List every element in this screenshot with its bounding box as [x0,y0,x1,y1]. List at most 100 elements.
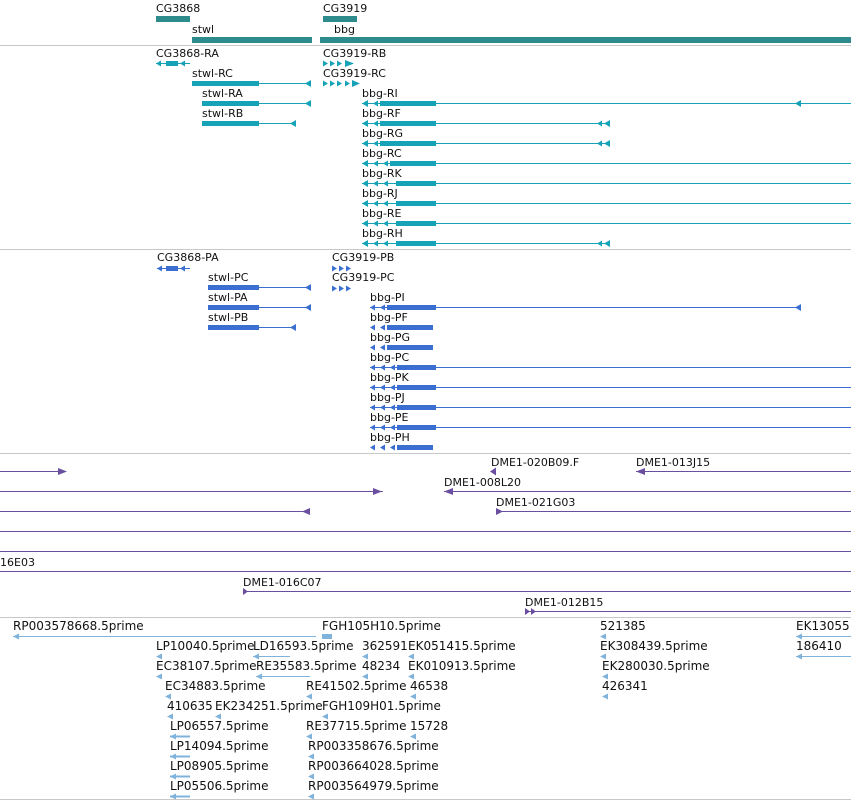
est-feature[interactable]: EK051415.5prime [408,639,516,660]
clone-feature[interactable]: DME1-008L20 [444,476,851,495]
est-feature[interactable]: 410635 [167,699,213,720]
feature-label: LP08905.5prime [170,759,269,773]
est-feature[interactable]: 186410 [796,639,851,660]
est-feature[interactable]: EK280030.5prime [602,659,710,680]
transcript-feature[interactable]: stwl-RA [202,87,311,107]
gene-feature[interactable]: CG3919 [323,2,367,22]
protein-feature[interactable]: bbg-PC [370,351,851,371]
feature-label: CG3919-RC [323,67,386,80]
feature-label: bbg-PC [370,351,410,364]
clone-feature[interactable] [0,508,310,515]
transcript-feature[interactable]: stwl-RB [202,107,296,127]
transcript-feature[interactable]: bbg-RI [362,87,851,107]
feature-label: bbg-RF [362,107,401,120]
est-feature[interactable]: FGH105H10.5prime [322,619,441,639]
est-feature[interactable]: RE37715.5prime [306,719,407,740]
est-feature[interactable]: 46538 [410,679,448,700]
feature-label: FGH109H01.5prime [322,699,441,713]
est-feature[interactable]: RP003578668.5prime [13,619,316,640]
gene-feature[interactable]: bbg [320,23,851,43]
feature-label: EK280030.5prime [602,659,710,673]
feature-label: RP003664028.5prime [308,759,439,773]
protein-feature[interactable]: bbg-PH [370,431,433,451]
protein-feature[interactable]: CG3919-PB [332,251,394,272]
est-feature[interactable]: LD16593.5prime [253,639,354,660]
protein-feature[interactable]: bbg-PF [370,311,433,331]
protein-feature[interactable]: CG3868-PA [157,251,219,272]
transcript-feature[interactable]: stwl-RC [192,67,311,87]
est-feature[interactable]: LP14094.5prime [170,739,269,760]
protein-feature[interactable]: stwl-PC [208,271,311,291]
transcript-feature[interactable]: bbg-RK [362,167,851,187]
est-feature[interactable]: EK234251.5prime [215,699,323,720]
est-feature[interactable]: LP10040.5prime [156,639,255,660]
protein-feature[interactable]: bbg-PK [370,371,851,391]
transcript-feature[interactable]: bbg-RE [362,207,851,227]
clone-feature[interactable]: DME1-012B15 [525,596,851,615]
est-feature[interactable]: EK308439.5prime [600,639,708,660]
feature-label: bbg-PH [370,431,410,444]
feature-label: 48234 [362,659,400,673]
protein-feature[interactable]: bbg-PE [370,411,851,431]
feature-label: CG3868 [156,2,200,15]
protein-feature[interactable]: stwl-PB [208,311,296,331]
gene-feature[interactable]: CG3868 [156,2,200,22]
est-feature[interactable]: RP003564979.5prime [308,779,439,800]
clone-feature[interactable]: DME1-016C07 [243,576,851,595]
protein-feature[interactable]: CG3919-PC [332,271,395,292]
clone-feature[interactable] [0,488,383,495]
feature-label: 521385 [600,619,646,633]
protein-feature[interactable]: bbg-PG [370,331,433,351]
feature-label: LP05506.5prime [170,779,269,793]
est-feature[interactable]: EC38107.5prime [156,659,257,680]
clone-feature[interactable] [0,468,67,475]
transcript-feature[interactable]: bbg-RG [362,127,610,147]
protein-feature[interactable]: bbg-PJ [370,391,851,411]
est-feature[interactable]: EK13055 [796,619,851,640]
feature-label: bbg-RK [362,167,403,180]
est-feature[interactable]: RP003664028.5prime [308,759,439,780]
est-feature[interactable]: 362591 [362,639,408,660]
feature-label: CG3919-RB [323,47,386,60]
transcript-feature[interactable]: CG3919-RB [323,47,386,67]
gene-bar [156,16,190,22]
est-feature[interactable]: 521385 [600,619,646,640]
est-feature[interactable]: RE41502.5prime [306,679,407,700]
est-feature[interactable]: EC34883.5prime [165,679,266,700]
est-feature[interactable]: RE35583.5prime [256,659,357,680]
clone-feature[interactable]: 16E03 [0,556,851,572]
feature-label: LP10040.5prime [156,639,255,653]
est-feature[interactable]: 426341 [602,679,648,700]
est-feature[interactable]: LP05506.5prime [170,779,269,800]
est-feature[interactable]: LP06557.5prime [170,719,269,740]
est-feature[interactable]: EK010913.5prime [408,659,516,680]
feature-label: bbg-RH [362,227,403,240]
feature-label: bbg [334,23,355,36]
gene-feature[interactable]: stwl [192,23,312,43]
transcript-feature[interactable]: bbg-RJ [362,187,851,207]
feature-label: bbg-PI [370,291,405,304]
clone-feature[interactable]: DME1-020B09.F [490,456,579,476]
est-feature[interactable]: RP003358676.5prime [308,739,439,760]
est-feature[interactable]: LP08905.5prime [170,759,269,780]
feature-label: EK13055 [796,619,850,633]
clone-feature[interactable]: DME1-021G03 [496,496,851,515]
est-feature[interactable]: 15728 [410,719,448,740]
transcript-feature[interactable]: CG3919-RC [323,67,386,87]
transcript-feature[interactable]: bbg-RF [362,107,610,127]
feature-label: bbg-PG [370,331,410,344]
transcript-feature[interactable]: bbg-RH [362,227,610,247]
protein-feature[interactable]: bbg-PI [370,291,801,311]
transcript-feature[interactable]: CG3868-RA [156,47,219,67]
feature-label: bbg-RI [362,87,398,100]
feature-label: stwl-RB [202,107,243,120]
feature-label: DME1-021G03 [496,496,575,509]
est-feature[interactable]: 48234 [362,659,400,680]
protein-feature[interactable]: stwl-PA [208,291,311,311]
feature-label: CG3919-PC [332,271,395,284]
clone-feature[interactable]: DME1-013J15 [636,456,851,475]
est-feature[interactable]: FGH109H01.5prime [322,699,441,720]
transcript-feature[interactable]: bbg-RC [362,147,851,167]
